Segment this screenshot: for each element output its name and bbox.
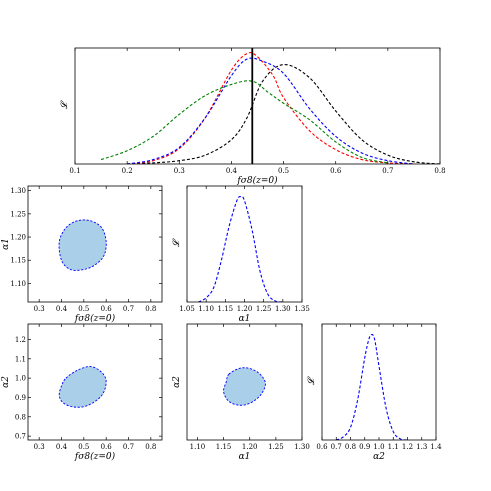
x-tick-label: 0.1 <box>69 167 80 175</box>
x-tick-label: 1.25 <box>268 443 284 451</box>
plot-area <box>223 367 266 406</box>
x-tick-label: 0.3 <box>34 443 45 451</box>
plot-area <box>336 333 408 440</box>
x-tick-label: 0.8 <box>145 443 156 451</box>
confidence-contour <box>58 366 107 408</box>
x-tick-label: 0.5 <box>78 305 89 313</box>
x-axis-label: α1 <box>239 452 251 462</box>
x-tick-label: 0.8 <box>145 305 156 313</box>
x-tick-label: 0.9 <box>359 443 370 451</box>
likelihood-curve-0 <box>198 195 283 302</box>
x-tick-label: 1.35 <box>294 305 310 313</box>
x-tick-label: 0.6 <box>101 305 113 313</box>
x-tick-label: 0.3 <box>174 167 185 175</box>
x-tick-label: 1.20 <box>237 305 253 313</box>
y-tick-label: 0.9 <box>15 394 26 402</box>
likelihood-curve-0 <box>127 64 440 164</box>
axes-frame <box>186 323 303 441</box>
x-axis-label: fσ8(z=0) <box>74 451 116 462</box>
x-tick-label: 1.10 <box>190 443 206 451</box>
y-tick-label: 1.30 <box>10 187 26 195</box>
x-tick-label: 1.3 <box>416 443 427 451</box>
x-axis-label: fσ8(z=0) <box>74 313 116 324</box>
y-tick-label: 1.20 <box>10 234 26 242</box>
x-tick-label: 0.4 <box>226 167 238 175</box>
x-tick-label: 0.7 <box>331 443 342 451</box>
y-tick-label: 1.25 <box>10 210 26 218</box>
x-tick-label: 1.20 <box>242 443 258 451</box>
x-axis-label: α2 <box>373 452 385 462</box>
y-tick-label: 1.15 <box>10 257 26 265</box>
x-tick-label: 1.0 <box>373 443 384 451</box>
y-axis-label: 𝓛 <box>60 100 70 109</box>
plot-area <box>100 48 440 164</box>
likelihood-curve-1 <box>127 52 414 164</box>
panel-fs8-likelihood: 0.1 0.2 0.3 0.4 0.5 0.6 0.7 0.8 fσ8(z=0) 𝓛 <box>60 47 446 186</box>
axes-frame <box>27 323 163 441</box>
x-tick-label: 0.3 <box>34 305 45 313</box>
likelihood-curve-2 <box>127 57 414 164</box>
x-axis-label: fσ8(z=0) <box>236 175 278 186</box>
x-tick-label: 0.2 <box>122 167 133 175</box>
axes-frame <box>321 323 437 441</box>
x-tick-label: 1.15 <box>218 305 234 313</box>
y-axis-label: 𝓛 <box>307 376 317 385</box>
x-tick-label: 1.30 <box>294 443 310 451</box>
x-tick-label: 1.4 <box>430 443 442 451</box>
confidence-contour <box>58 219 107 271</box>
x-tick-label: 0.8 <box>434 167 445 175</box>
x-tick-label: 1.25 <box>256 305 272 313</box>
y-tick-label: 0.7 <box>15 433 26 441</box>
x-tick-label: 0.7 <box>123 305 134 313</box>
x-tick-label: 0.7 <box>123 443 134 451</box>
plot-area <box>58 366 107 408</box>
panel-a1-vs-fs8: 0.3 0.4 0.5 0.6 0.7 0.8 1.10 1.15 1.20 1.25 1.30 fσ… <box>1 185 163 324</box>
y-tick-label: 0.8 <box>15 413 26 421</box>
x-tick-label: 0.4 <box>56 443 68 451</box>
panel-a2-likelihood: 0.6 0.7 0.8 0.9 1.0 1.1 1.2 1.3 1.4 α2 𝓛 <box>307 323 442 462</box>
x-tick-label: 0.5 <box>278 167 289 175</box>
panel-a2-vs-a1: 1.10 1.15 1.20 1.25 1.30 α1 α2 <box>172 323 310 462</box>
x-tick-label: 1.10 <box>198 305 214 313</box>
x-tick-label: 0.5 <box>78 443 89 451</box>
x-tick-label: 1.2 <box>402 443 413 451</box>
x-tick-label: 1.30 <box>275 305 291 313</box>
axes-frame <box>74 47 441 165</box>
x-tick-label: 0.8 <box>345 443 356 451</box>
x-tick-label: 1.15 <box>216 443 232 451</box>
y-tick-label: 1.10 <box>10 280 26 288</box>
panel-a2-vs-fs8: 0.3 0.4 0.5 0.6 0.7 0.8 0.7 0.8 0.9 1.0 1.1 1.2 fσ8(… <box>1 323 163 462</box>
x-tick-label: 0.4 <box>56 305 68 313</box>
y-axis-label: α2 <box>172 376 182 388</box>
y-axis-label: 𝓛 <box>172 238 182 247</box>
x-tick-label: 1.05 <box>179 305 195 313</box>
x-tick-label: 1.1 <box>388 443 399 451</box>
x-tick-label: 0.6 <box>101 443 113 451</box>
y-tick-label: 1.1 <box>15 355 26 363</box>
axes-frame <box>186 185 303 303</box>
confidence-contour <box>223 367 266 406</box>
y-axis-label: α2 <box>1 376 11 388</box>
x-tick-label: 0.6 <box>316 443 328 451</box>
x-tick-label: 0.6 <box>330 167 342 175</box>
y-tick-label: 1.0 <box>15 375 26 383</box>
x-axis-label: α1 <box>239 314 251 324</box>
y-axis-label: α1 <box>1 238 11 250</box>
axes-frame <box>27 185 163 303</box>
likelihood-curve-0 <box>336 333 408 440</box>
plot-area <box>58 219 107 271</box>
x-tick-label: 0.7 <box>382 167 393 175</box>
likelihood-curve-3 <box>100 80 388 164</box>
plot-area <box>198 195 283 302</box>
y-tick-label: 1.2 <box>15 336 26 344</box>
panel-a1-likelihood: 1.05 1.10 1.15 1.20 1.25 1.30 1.35 α1 𝓛 <box>172 185 310 324</box>
